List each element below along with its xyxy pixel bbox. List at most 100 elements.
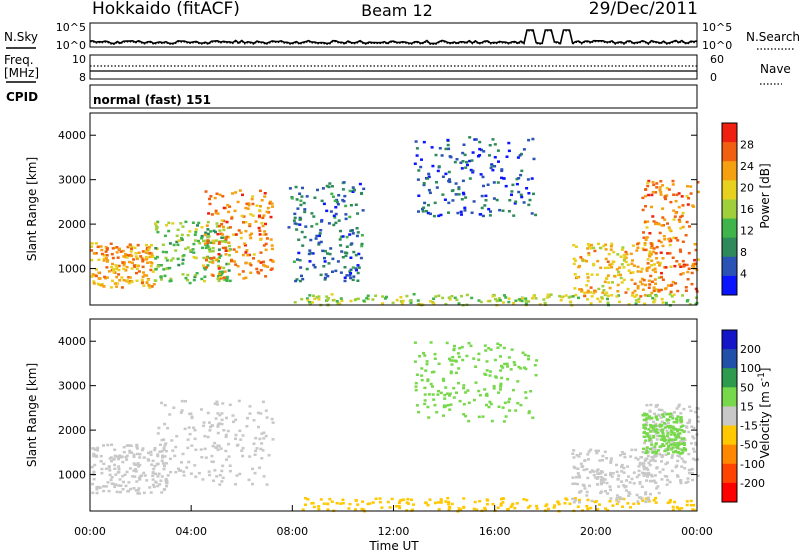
velocity-cell xyxy=(348,502,352,506)
power-cell xyxy=(405,294,409,298)
power-cell xyxy=(366,294,370,297)
power-cell xyxy=(633,282,637,285)
power-cell xyxy=(592,291,596,295)
power-cell xyxy=(113,282,117,285)
velocity-cell xyxy=(620,450,624,454)
power-cell xyxy=(334,212,338,216)
velocity-cell xyxy=(667,445,671,448)
velocity-cell xyxy=(674,449,678,453)
power-cell xyxy=(558,294,562,298)
power-cell xyxy=(344,217,348,221)
power-cell xyxy=(205,224,209,227)
velocity-cell xyxy=(449,371,453,375)
power-cell xyxy=(657,276,661,279)
power-cell xyxy=(543,301,547,305)
velocity-cell xyxy=(645,413,649,416)
power-cell xyxy=(686,270,690,274)
velocity-cell xyxy=(155,462,159,466)
power-cell xyxy=(417,194,421,197)
velocity-cell xyxy=(475,508,479,511)
power-cell xyxy=(312,294,315,297)
velocity-cell xyxy=(254,449,258,453)
power-cell xyxy=(694,302,698,306)
power-cell xyxy=(693,243,697,246)
power-cell xyxy=(332,195,335,198)
power-cell xyxy=(151,270,155,273)
velocity-cell xyxy=(140,474,144,477)
power-cell xyxy=(517,177,521,180)
power-cell xyxy=(308,301,312,304)
velocity-cell xyxy=(656,485,660,488)
velocity-cell xyxy=(134,470,138,473)
power-cell xyxy=(224,278,228,281)
power-cell xyxy=(248,224,252,228)
velocity-cell xyxy=(427,393,431,396)
power-cell xyxy=(617,273,620,277)
power-cell xyxy=(545,296,549,299)
power-cell xyxy=(657,239,661,243)
velocity-cell xyxy=(450,502,454,506)
velocity-cell xyxy=(510,348,514,351)
power-cell xyxy=(218,241,221,244)
nsearch-label: N.Search xyxy=(746,30,800,44)
power-cell xyxy=(203,233,207,237)
velocity-cell xyxy=(694,441,697,445)
velocity-cell xyxy=(431,393,435,396)
velocity-cell xyxy=(456,352,460,355)
power-cell xyxy=(643,294,647,297)
power-cell xyxy=(224,246,228,250)
power-cell xyxy=(360,244,364,248)
velocity-cell xyxy=(161,454,165,457)
velocity-cell xyxy=(642,472,646,475)
velocity-cell xyxy=(462,506,466,509)
velocity-cell xyxy=(163,455,167,458)
power-cell xyxy=(177,239,181,242)
power-cell xyxy=(491,295,495,298)
velocity-cell xyxy=(592,470,596,473)
power-cell xyxy=(99,284,103,287)
power-cell xyxy=(309,252,313,255)
power-cell xyxy=(696,190,700,194)
power-cell xyxy=(464,196,468,199)
velocity-cell xyxy=(218,473,222,477)
velocity-cell xyxy=(165,481,169,485)
velocity-cell xyxy=(447,505,451,509)
power-cell xyxy=(428,191,432,195)
power-cell xyxy=(244,261,248,265)
velocity-cell xyxy=(221,476,225,480)
power-cell xyxy=(480,194,484,198)
velocity-cell xyxy=(161,462,165,465)
velocity-cell xyxy=(617,474,621,477)
power-cell xyxy=(479,173,483,176)
power-cell xyxy=(352,250,356,254)
velocity-cell xyxy=(406,497,410,501)
velocity-cell xyxy=(682,430,686,434)
power-cell xyxy=(605,276,609,280)
velocity-cell xyxy=(649,440,653,443)
power-cell xyxy=(141,250,145,253)
velocity-cell xyxy=(452,348,456,352)
power-cell xyxy=(339,271,343,274)
power-cell xyxy=(290,197,294,200)
power-cell xyxy=(271,260,275,263)
power-cell xyxy=(181,273,185,276)
power-cell xyxy=(679,265,683,268)
power-cell xyxy=(507,210,511,213)
power-cell xyxy=(434,295,438,298)
power-cell xyxy=(140,281,144,285)
power-cell xyxy=(106,259,110,262)
power-cell xyxy=(491,168,495,172)
velocity-cell xyxy=(193,437,197,441)
power-cell xyxy=(225,262,229,266)
velocity-cell xyxy=(251,482,254,486)
velocity-cell xyxy=(668,480,672,484)
velocity-cell xyxy=(151,483,155,487)
velocity-cell xyxy=(627,475,630,478)
velocity-cell xyxy=(490,419,494,423)
power-cell xyxy=(349,276,353,280)
velocity-cell xyxy=(493,358,497,362)
velocity-cell xyxy=(425,360,429,363)
velocity-cell xyxy=(598,503,601,506)
velocity-cell xyxy=(676,475,680,478)
velocity-cell xyxy=(649,430,653,433)
